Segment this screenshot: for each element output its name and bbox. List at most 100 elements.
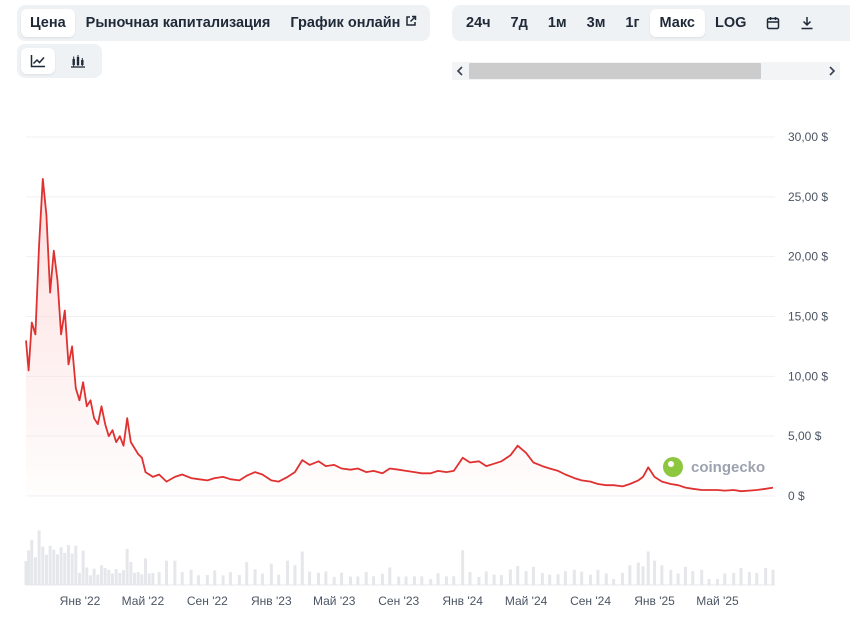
tab-live-chart[interactable]: График онлайн — [281, 9, 426, 37]
volume-bar — [260, 573, 264, 585]
volume-bar — [293, 565, 297, 585]
volume-bar — [540, 573, 544, 585]
volume-bar — [129, 562, 133, 585]
coingecko-watermark: coingecko — [663, 457, 765, 477]
volume-bar — [364, 571, 368, 585]
metric-tabs: Цена Рыночная капитализация График онлай… — [17, 5, 431, 41]
tab-market-cap[interactable]: Рыночная капитализация — [85, 15, 271, 31]
volume-bar — [81, 550, 85, 585]
range-scrollbar[interactable] — [452, 62, 840, 80]
volume-bar — [110, 573, 114, 585]
volume-bar — [404, 576, 408, 585]
volume-bar — [59, 547, 63, 585]
volume-bars — [24, 530, 775, 586]
y-tick-label: 25,00 $ — [788, 190, 828, 204]
x-tick-label: Май '24 — [505, 594, 548, 608]
volume-bar — [77, 572, 81, 585]
volume-bar — [747, 572, 751, 585]
tab-log[interactable]: LOG — [714, 15, 747, 31]
volume-bar — [52, 549, 56, 585]
tab-1y[interactable]: 1г — [625, 15, 640, 31]
price-area-fill — [26, 178, 773, 496]
y-tick-label: 20,00 $ — [788, 250, 828, 264]
y-axis-ticks: 0 $ 5,00 $ 10,00 $ 15,00 $ 20,00 $ 25,00 $ 30,… — [788, 130, 828, 503]
volume-bar — [516, 566, 520, 585]
volume-bar — [356, 576, 360, 585]
grid-lines — [26, 136, 775, 497]
volume-bar — [33, 557, 37, 585]
volume-bar — [164, 560, 168, 585]
volume-bar — [63, 552, 67, 585]
x-tick-label: Май '23 — [313, 594, 356, 608]
tab-max[interactable]: Макс — [649, 9, 705, 37]
volume-bar — [133, 572, 137, 585]
scroll-right-button[interactable] — [824, 62, 840, 80]
volume-bar — [492, 574, 496, 585]
volume-bar — [144, 558, 148, 585]
candle-view-button[interactable] — [61, 48, 95, 74]
volume-bar — [308, 571, 312, 585]
tab-3m[interactable]: 3м — [586, 15, 606, 31]
scroll-left-button[interactable] — [452, 62, 468, 80]
volume-bar — [92, 568, 96, 585]
scrollbar-thumb[interactable] — [469, 63, 761, 79]
range-tabs: 24ч 7д 1м 3м 1г Макс LOG — [452, 5, 850, 41]
y-tick-label: 30,00 $ — [788, 130, 828, 144]
volume-bar — [700, 569, 704, 585]
calendar-button[interactable] — [756, 9, 790, 37]
y-tick-label: 15,00 $ — [788, 310, 828, 324]
volume-bar — [24, 561, 28, 585]
x-tick-label: Сен '22 — [187, 594, 228, 608]
x-tick-label: Сен '24 — [570, 594, 611, 608]
tab-price[interactable]: Цена — [21, 9, 75, 37]
tab-7d[interactable]: 7д — [510, 15, 528, 31]
volume-bar — [118, 572, 122, 585]
volume-bar — [70, 553, 74, 585]
tab-24h[interactable]: 24ч — [466, 15, 491, 31]
volume-bar — [572, 569, 576, 585]
volume-bar — [548, 574, 552, 585]
volume-bar — [173, 560, 177, 585]
volume-bar — [85, 567, 89, 585]
x-tick-label: Сен '23 — [378, 594, 419, 608]
chart-type-switch — [17, 44, 102, 78]
volume-bar — [37, 530, 41, 585]
y-tick-label: 0 $ — [788, 489, 805, 503]
volume-bar — [99, 565, 103, 585]
volume-bar — [27, 550, 31, 585]
volume-bar — [221, 575, 225, 585]
volume-bar — [340, 572, 344, 585]
volume-bar — [641, 566, 645, 585]
volume-bar — [228, 572, 232, 585]
volume-bar — [140, 574, 144, 585]
volume-bar — [253, 569, 257, 585]
x-tick-label: Май '22 — [122, 594, 165, 608]
volume-bar — [372, 576, 376, 585]
volume-bar — [245, 562, 249, 585]
volume-bar — [151, 572, 155, 585]
volume-bar — [461, 550, 465, 585]
volume-bar — [30, 540, 34, 585]
y-tick-label: 5,00 $ — [788, 429, 822, 443]
volume-bar — [444, 576, 448, 585]
volume-bar — [436, 573, 440, 585]
volume-bar — [691, 571, 695, 585]
volume-bar — [508, 569, 512, 585]
volume-bar — [452, 576, 456, 585]
volume-bar — [484, 571, 488, 585]
tab-1m[interactable]: 1м — [547, 15, 567, 31]
chevron-right-icon — [829, 66, 836, 76]
price-area — [25, 178, 774, 496]
line-view-button[interactable] — [21, 48, 55, 74]
volume-bar — [41, 546, 45, 585]
download-button[interactable] — [790, 9, 824, 37]
volume-bar — [196, 575, 200, 585]
volume-bar — [397, 576, 401, 585]
volume-bar — [563, 571, 567, 585]
volume-bar — [732, 572, 736, 585]
volume-bar — [739, 568, 743, 585]
volume-bar — [604, 573, 608, 585]
volume-bar — [122, 570, 126, 585]
volume-bar — [531, 566, 535, 585]
